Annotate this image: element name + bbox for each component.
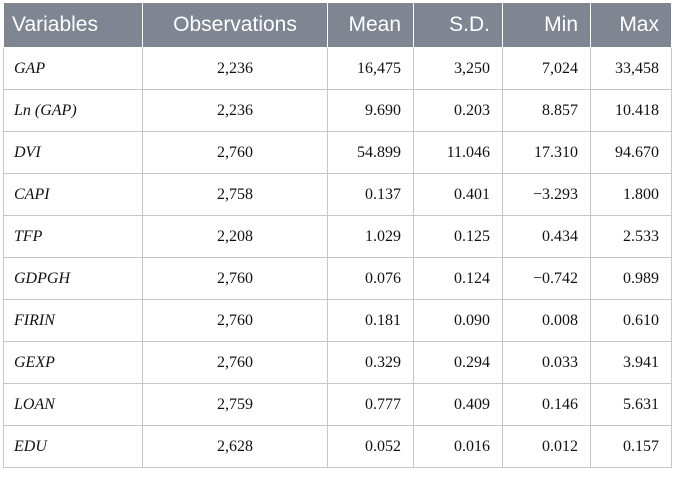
cell-variable: DVI (3, 131, 143, 174)
cell-variable: GEXP (3, 341, 143, 384)
cell-observations: 2,759 (142, 383, 328, 426)
cell-sd: 0.401 (413, 173, 503, 216)
cell-mean: 1.029 (327, 215, 414, 258)
cell-min: 0.033 (502, 341, 591, 384)
cell-observations: 2,208 (142, 215, 328, 258)
cell-variable: LOAN (3, 383, 143, 426)
table-row: GEXP 2,760 0.329 0.294 0.033 3.941 (3, 341, 672, 384)
cell-variable: FIRIN (3, 299, 143, 342)
cell-max: 0.157 (590, 425, 672, 468)
cell-max: 3.941 (590, 341, 672, 384)
header-observations: Observations (142, 2, 328, 48)
cell-observations: 2,236 (142, 47, 328, 90)
cell-sd: 0.016 (413, 425, 503, 468)
cell-variable: TFP (3, 215, 143, 258)
cell-sd: 0.124 (413, 257, 503, 300)
table-row: CAPI 2,758 0.137 0.401 −3.293 1.800 (3, 173, 672, 216)
header-min: Min (502, 2, 591, 48)
cell-min: 17.310 (502, 131, 591, 174)
cell-observations: 2,760 (142, 257, 328, 300)
cell-max: 10.418 (590, 89, 672, 132)
cell-observations: 2,760 (142, 299, 328, 342)
cell-min: 0.146 (502, 383, 591, 426)
cell-sd: 0.294 (413, 341, 503, 384)
header-variables: Variables (3, 2, 143, 48)
table-row: LOAN 2,759 0.777 0.409 0.146 5.631 (3, 383, 672, 426)
header-mean: Mean (327, 2, 414, 48)
cell-mean: 0.052 (327, 425, 414, 468)
summary-statistics-table: Variables Observations Mean S.D. Min Max… (3, 2, 672, 468)
cell-max: 0.989 (590, 257, 672, 300)
cell-max: 1.800 (590, 173, 672, 216)
cell-variable: GDPGH (3, 257, 143, 300)
cell-max: 94.670 (590, 131, 672, 174)
cell-min: 8.857 (502, 89, 591, 132)
cell-sd: 0.203 (413, 89, 503, 132)
cell-sd: 0.409 (413, 383, 503, 426)
cell-min: 0.008 (502, 299, 591, 342)
table-row: GAP 2,236 16,475 3,250 7,024 33,458 (3, 47, 672, 90)
cell-variable: GAP (3, 47, 143, 90)
table-row: EDU 2,628 0.052 0.016 0.012 0.157 (3, 425, 672, 468)
header-sd: S.D. (413, 2, 503, 48)
cell-observations: 2,760 (142, 341, 328, 384)
table-row: Ln (GAP) 2,236 9.690 0.203 8.857 10.418 (3, 89, 672, 132)
cell-mean: 0.329 (327, 341, 414, 384)
cell-mean: 0.181 (327, 299, 414, 342)
cell-sd: 11.046 (413, 131, 503, 174)
cell-observations: 2,236 (142, 89, 328, 132)
table-row: TFP 2,208 1.029 0.125 0.434 2.533 (3, 215, 672, 258)
cell-max: 5.631 (590, 383, 672, 426)
cell-sd: 3,250 (413, 47, 503, 90)
header-max: Max (590, 2, 672, 48)
table-row: FIRIN 2,760 0.181 0.090 0.008 0.610 (3, 299, 672, 342)
cell-mean: 54.899 (327, 131, 414, 174)
cell-mean: 16,475 (327, 47, 414, 90)
table-header-row: Variables Observations Mean S.D. Min Max (3, 2, 672, 48)
cell-mean: 0.137 (327, 173, 414, 216)
cell-max: 33,458 (590, 47, 672, 90)
cell-min: 7,024 (502, 47, 591, 90)
table-row: GDPGH 2,760 0.076 0.124 −0.742 0.989 (3, 257, 672, 300)
cell-variable: CAPI (3, 173, 143, 216)
cell-observations: 2,628 (142, 425, 328, 468)
cell-mean: 0.777 (327, 383, 414, 426)
table-row: DVI 2,760 54.899 11.046 17.310 94.670 (3, 131, 672, 174)
cell-sd: 0.125 (413, 215, 503, 258)
cell-mean: 9.690 (327, 89, 414, 132)
cell-min: −3.293 (502, 173, 591, 216)
cell-min: −0.742 (502, 257, 591, 300)
cell-observations: 2,758 (142, 173, 328, 216)
cell-max: 2.533 (590, 215, 672, 258)
cell-min: 0.434 (502, 215, 591, 258)
cell-variable: Ln (GAP) (3, 89, 143, 132)
cell-sd: 0.090 (413, 299, 503, 342)
cell-variable: EDU (3, 425, 143, 468)
cell-observations: 2,760 (142, 131, 328, 174)
cell-max: 0.610 (590, 299, 672, 342)
cell-mean: 0.076 (327, 257, 414, 300)
cell-min: 0.012 (502, 425, 591, 468)
